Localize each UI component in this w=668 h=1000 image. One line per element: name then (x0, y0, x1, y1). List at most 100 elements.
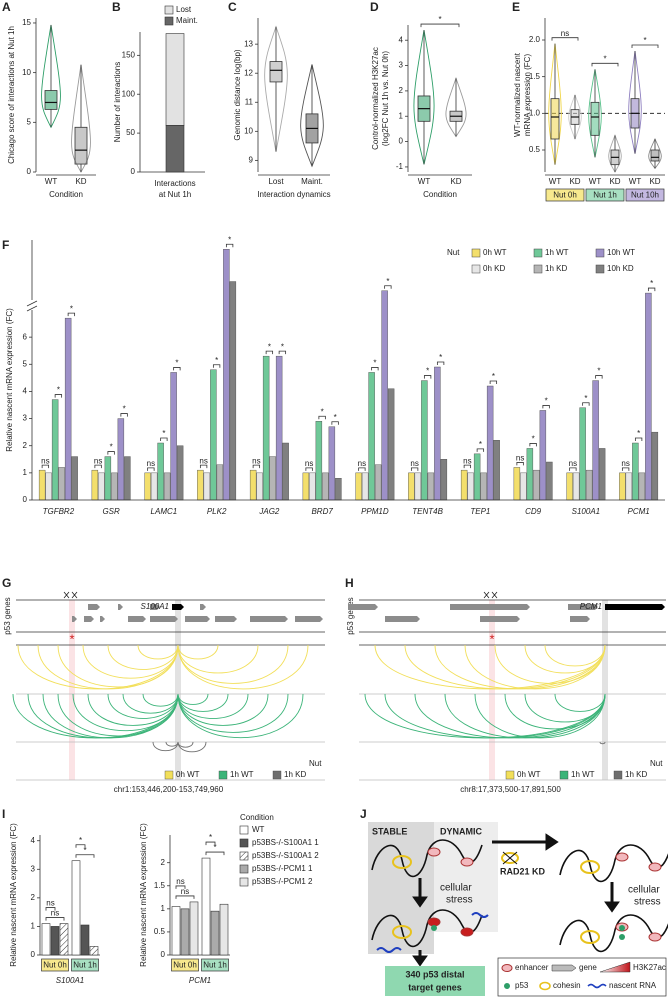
significance-label: * (57, 386, 60, 395)
cut-site (483, 591, 498, 599)
legend-label: p53BS-/-S100A1 1 (252, 838, 319, 847)
bar (619, 472, 626, 501)
interaction-arc (177, 693, 229, 712)
y-axis-label: Number of interactions (113, 62, 122, 142)
result-label: 340 p53 distal (405, 969, 464, 979)
significance-bracket (569, 467, 577, 471)
gene (128, 616, 146, 622)
bar (526, 448, 534, 501)
y-axis-label: Genomic distance log(bp) (233, 49, 242, 140)
y-tick-label: 0 (131, 167, 136, 176)
significance-bracket (107, 451, 115, 455)
significance-label: * (321, 407, 324, 416)
x-tick-label: KD (450, 177, 461, 186)
enhancer (460, 927, 474, 937)
bar (124, 456, 131, 501)
significance-bracket (199, 464, 208, 469)
x-tick-label: WT (589, 177, 602, 186)
stress-label: stress (446, 895, 473, 906)
bar (361, 472, 369, 501)
y-tick-label: 1 (399, 111, 404, 120)
interaction-arc (444, 693, 606, 739)
cut-star: * (69, 631, 74, 646)
legend-swatch (239, 838, 249, 848)
enhancer (648, 862, 662, 872)
bar (427, 472, 435, 501)
legend-swatch (239, 877, 249, 887)
region-label: chr8:17,373,500-17,891,500 (460, 785, 561, 794)
bar (302, 472, 310, 501)
bar (210, 369, 217, 501)
significance-bracket (305, 467, 313, 471)
bar (387, 388, 395, 501)
y-tick-label: 0 (23, 495, 28, 504)
significance-label: ns (41, 456, 49, 465)
x-tick-label: Lost (268, 177, 284, 186)
legend-title: Nut (447, 248, 460, 257)
bar (585, 469, 593, 501)
significance-label: * (215, 356, 218, 365)
bar (533, 469, 540, 501)
x-axis-label: Interactions (154, 179, 195, 188)
significance-bracket (582, 402, 590, 406)
y-tick-label: 2.0 (529, 35, 541, 44)
bar (579, 407, 586, 501)
bar (203, 472, 211, 501)
significance-label: * (175, 359, 178, 368)
cohesin (392, 925, 412, 939)
arrow (604, 882, 620, 913)
y-tick-label: 1 (31, 922, 36, 931)
bar (91, 469, 99, 501)
bar (71, 860, 81, 956)
significance-label: ns (561, 29, 569, 38)
bar (282, 442, 289, 501)
gene (570, 616, 590, 622)
legend-label: 0h WT (483, 248, 507, 257)
significance-label: * (479, 440, 482, 449)
bar (64, 317, 72, 501)
significance-label: * (373, 359, 376, 368)
legend-label: 10h KD (607, 264, 634, 273)
interaction-arc (42, 693, 179, 739)
legend-swatch (595, 248, 605, 258)
significance-bracket (331, 421, 339, 425)
x-axis-label: PCM1 (189, 976, 211, 985)
bar (104, 456, 112, 501)
y-tick-label: 150 (122, 50, 136, 59)
bar (473, 453, 481, 501)
y-tick-label: 0.5 (154, 927, 166, 936)
x-tick-label: JAG2 (258, 507, 280, 516)
significance-bracket (225, 243, 234, 248)
group-label: Nut 1h (203, 961, 227, 970)
arrow (492, 833, 559, 851)
cohesin (580, 930, 600, 944)
significance-bracket (54, 394, 63, 398)
significance-bracket (489, 380, 498, 384)
significance-label: * (228, 235, 231, 244)
significance-bracket (160, 437, 168, 441)
significance-label: * (426, 367, 429, 376)
enhancer-highlight (69, 600, 75, 780)
y-tick-label: 100 (122, 89, 136, 98)
bar (440, 459, 448, 501)
interaction-arc (142, 693, 179, 707)
significance-bracket (358, 467, 366, 471)
x-axis-label: Condition (423, 190, 457, 199)
gene (84, 616, 94, 622)
y-tick-label: 10 (22, 68, 31, 77)
legend-swatch (218, 770, 228, 780)
panel-label: B (112, 0, 121, 14)
legend-label: WT (252, 825, 265, 834)
gene (295, 616, 323, 622)
legend-swatch (164, 16, 174, 26)
legend-nascent-rna (587, 983, 607, 989)
target-gene (605, 604, 665, 610)
significance-label: * (597, 367, 600, 376)
y-tick-label: 1.5 (529, 72, 541, 81)
viewpoint-highlight (602, 600, 608, 780)
legend-swatch (471, 264, 481, 274)
y-tick-label: 3 (31, 864, 36, 873)
legend-swatch (239, 825, 249, 835)
bar (269, 456, 276, 501)
bar (513, 467, 521, 501)
